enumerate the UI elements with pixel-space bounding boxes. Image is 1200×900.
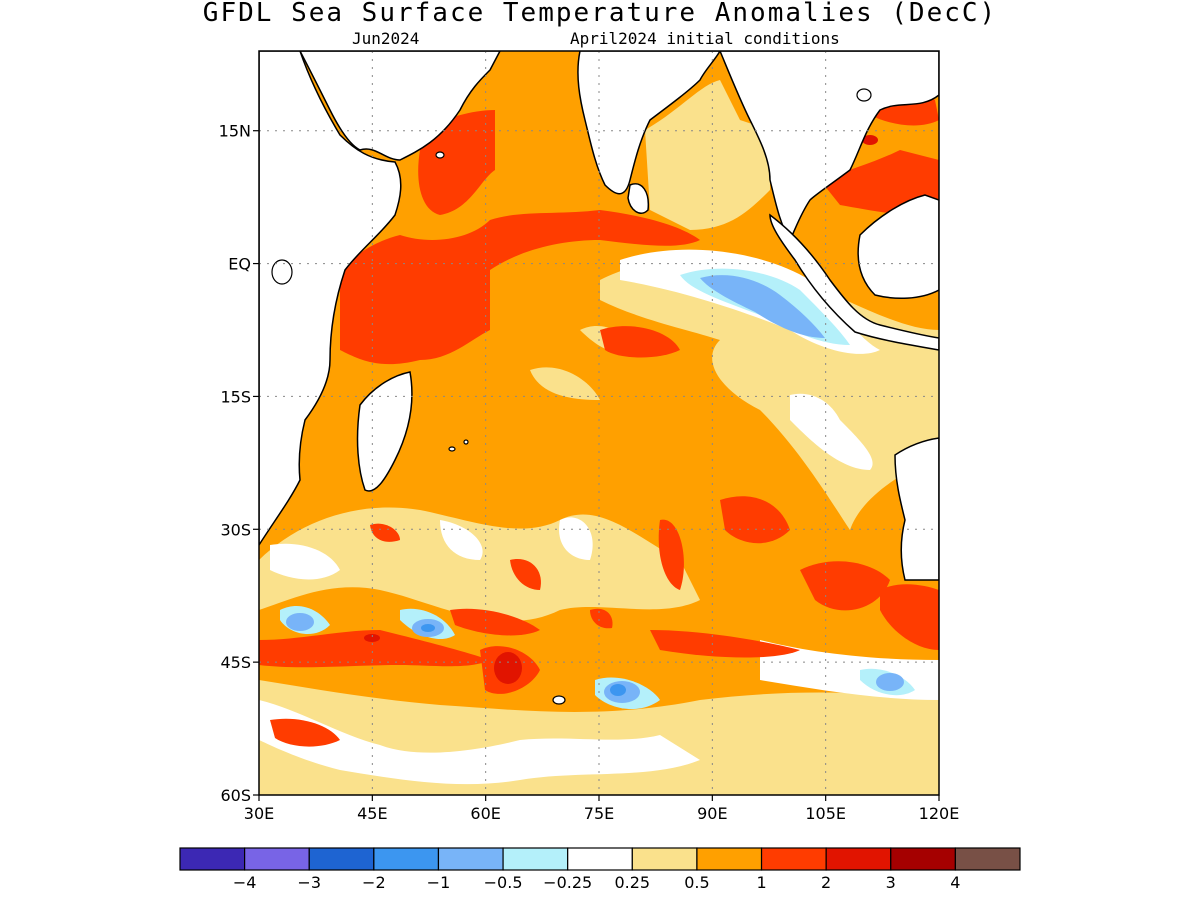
lat-tick-label: 30S	[220, 520, 251, 539]
colorbar-swatch	[696, 847, 763, 871]
anomaly-band-warm-extreme	[364, 135, 878, 684]
lat-tick-label: 45S	[220, 653, 251, 672]
borneo	[857, 194, 939, 300]
colorbar-swatch	[502, 847, 569, 871]
sumatra-java	[769, 213, 939, 351]
colorbar-swatch	[631, 847, 698, 871]
map-title: GFDL Sea Surface Temperature Anomalies (…	[202, 0, 998, 28]
colorbar-swatch	[244, 847, 310, 871]
map-gridlines	[259, 51, 939, 795]
colorbar-label: −2	[362, 873, 386, 892]
small-islands	[271, 88, 872, 705]
colorbar: −4 −3 −2 −1 −0.5 −0.25 0.25 0.5 1 2 3 4	[179, 847, 1021, 892]
lon-tick-label: 60E	[470, 804, 500, 823]
colorbar-swatch	[954, 847, 1021, 871]
forecast-month: Jun2024	[352, 29, 420, 48]
colorbar-swatch	[760, 847, 827, 871]
lon-tick-label: 45E	[357, 804, 387, 823]
lon-tick-label: 75E	[584, 804, 614, 823]
anomaly-band-warm-strong	[259, 92, 939, 747]
colorbar-label: 0.5	[684, 873, 709, 892]
colorbar-swatch	[825, 847, 892, 871]
land-masses	[259, 51, 939, 581]
colorbar-label: −4	[233, 873, 257, 892]
sri-lanka	[627, 183, 650, 214]
colorbar-swatch	[890, 847, 956, 871]
lat-tick-label: EQ	[228, 255, 251, 274]
australia	[894, 437, 939, 581]
colorbar-swatch	[179, 847, 246, 871]
colorbar-label: 1	[756, 873, 766, 892]
madagascar	[356, 371, 413, 492]
colorbar-label: −3	[297, 873, 321, 892]
initial-conditions-label: April2024 initial conditions	[570, 29, 840, 48]
lon-tick-label: 30E	[244, 804, 274, 823]
east-africa	[259, 51, 402, 547]
indochina	[719, 51, 939, 242]
colorbar-label: −0.5	[484, 873, 523, 892]
lat-tick-label: 15S	[220, 387, 251, 406]
lat-tick-label: 15N	[219, 122, 251, 141]
lon-tick-label: 120E	[919, 804, 960, 823]
colorbar-swatch	[437, 847, 504, 871]
lon-tick-label: 105E	[805, 804, 846, 823]
colorbar-label: 2	[821, 873, 831, 892]
colorbar-label: −1	[427, 873, 451, 892]
colorbar-label: 3	[886, 873, 896, 892]
colorbar-label: −0.25	[543, 873, 592, 892]
lat-tick-label: 60S	[220, 786, 251, 805]
lon-tick-label: 90E	[697, 804, 727, 823]
india	[577, 51, 721, 195]
colorbar-swatch	[308, 847, 375, 871]
colorbar-label: 4	[950, 873, 960, 892]
colorbar-swatch	[373, 847, 440, 871]
africa-arabia	[259, 51, 501, 161]
colorbar-swatch	[567, 847, 633, 871]
colorbar-label: 0.25	[614, 873, 650, 892]
anomaly-band-cool-strong	[421, 624, 626, 696]
